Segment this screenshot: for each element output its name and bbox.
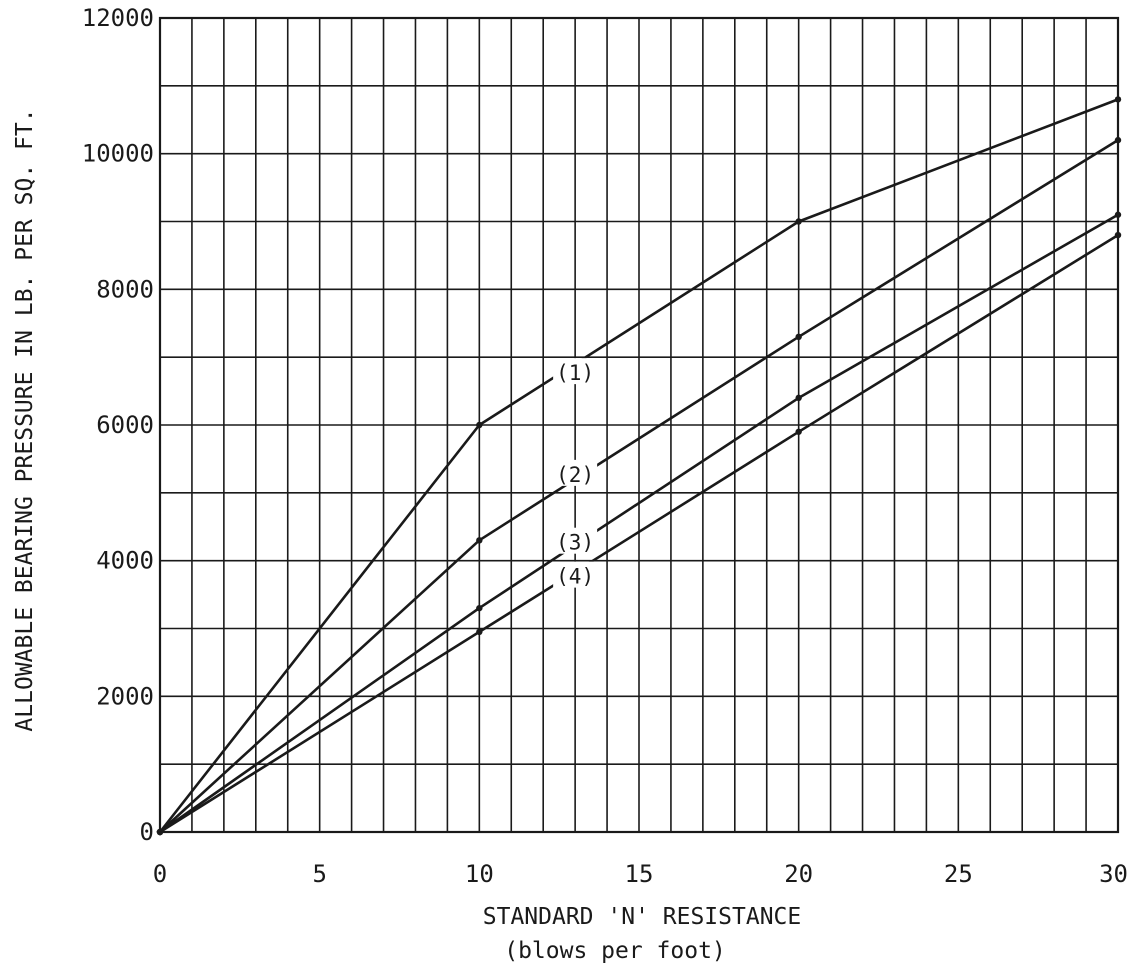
series-group: (1) (2) (3) (4) [156,96,1122,836]
series-line-4 [159,233,1119,834]
series-line-3 [159,213,1119,834]
series-line-1 [158,98,1119,833]
x-tick-labels: 0 5 10 15 20 25 30 [153,860,1128,888]
series-point [476,537,483,544]
y-tick-label: 12000 [82,4,154,32]
x-tick-label: 15 [625,860,654,888]
y-tick-label: 0 [140,818,154,846]
series-point [1114,96,1122,103]
series-point [156,828,164,836]
series-label-bg [553,561,598,588]
x-axis-label: STANDARD 'N' RESISTANCE [483,904,802,930]
series-point [1114,136,1122,144]
x-axis-sublabel: (blows per foot) [504,938,726,964]
series-point [795,394,802,402]
y-tick-label: 10000 [82,140,154,168]
y-tick-label: 4000 [96,547,154,575]
y-tick-label: 8000 [96,275,154,303]
series-point [476,421,483,429]
series-point [795,218,802,225]
series-label-bg [553,527,598,554]
y-tick-labels: 0 2000 4000 6000 8000 10000 12000 [82,4,154,846]
series-label-bg [553,358,598,385]
x-tick-label: 30 [1099,860,1128,888]
y-axis-label: ALLOWABLE BEARING PRESSURE IN LB. PER SQ… [12,108,38,731]
series-point [795,428,802,435]
series-point [1114,231,1122,239]
series-point [476,604,483,612]
series-point [476,628,483,636]
plot-frame [158,16,1120,834]
plot-border [158,16,1120,834]
series-line-2 [159,138,1119,833]
y-tick-label: 6000 [96,411,154,439]
x-tick-label: 10 [465,860,494,888]
series-label-bg [553,459,598,486]
series-point [1114,211,1122,218]
series-label: (4) [556,565,594,589]
x-tick-label: 20 [784,860,813,888]
series-label: (1) [556,361,594,385]
x-tick-label: 0 [153,860,167,888]
series-label: (2) [556,463,594,487]
series-label: (3) [556,531,594,555]
x-tick-label: 5 [312,860,326,888]
series-point [795,333,802,341]
x-tick-label: 25 [944,860,973,888]
y-tick-label: 2000 [96,682,154,710]
